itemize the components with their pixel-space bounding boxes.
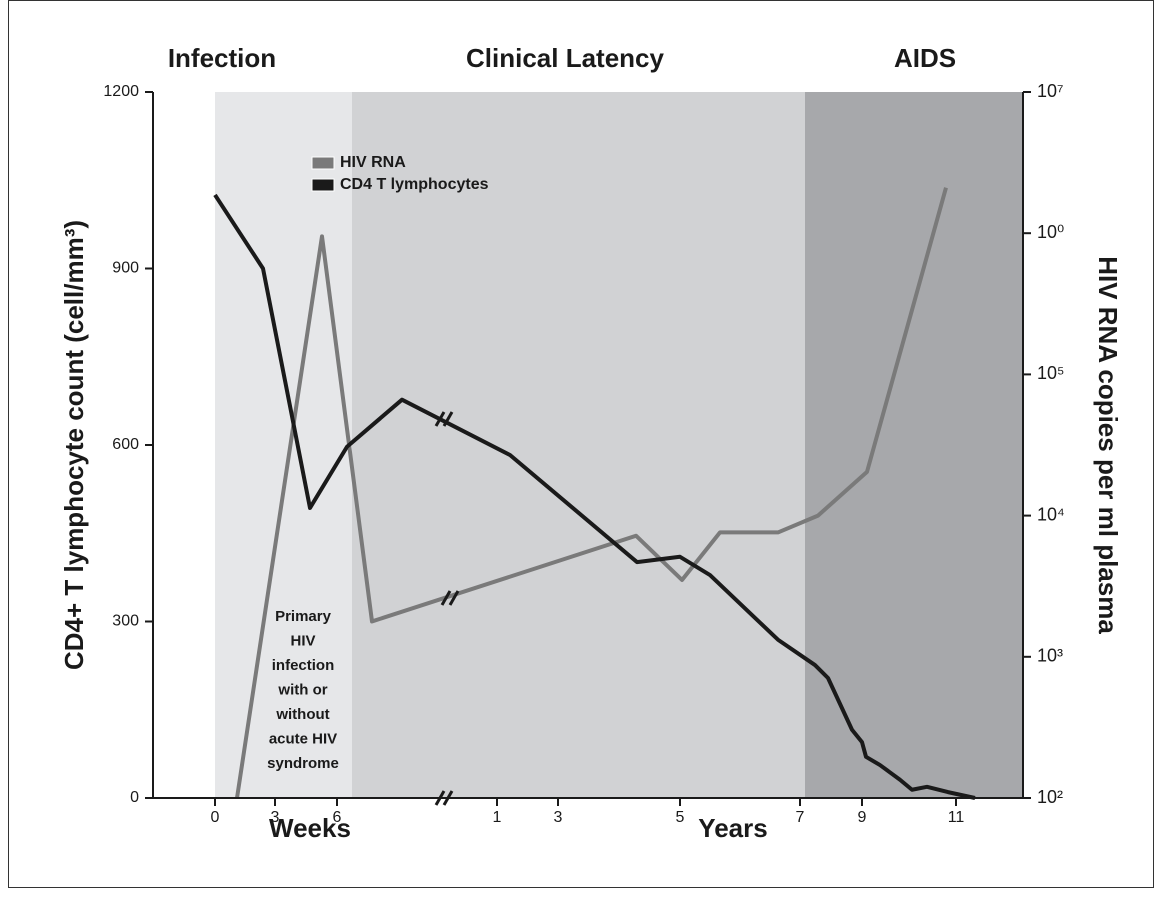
annotation: infection: [272, 657, 335, 674]
y2-tick-label: 10⁴: [1037, 504, 1065, 524]
y2-tick-label: 10⁰: [1037, 222, 1064, 242]
infection-band: [215, 92, 352, 798]
y-axis-label: CD4+ T lymphocyte count (cell/mm³): [59, 220, 89, 670]
annotation: HIV: [290, 632, 315, 649]
x-tick-label: 0: [211, 809, 220, 826]
x-tick-label: 7: [796, 809, 805, 826]
y-tick-label: 1200: [103, 83, 139, 100]
x-tick-label: 1: [493, 809, 502, 826]
legend-label: HIV RNA: [340, 154, 406, 171]
y-tick-label: 900: [112, 260, 139, 277]
x-axis-label: Weeks: [269, 813, 351, 843]
x-axis-label: Years: [698, 813, 767, 843]
latency-band: [352, 92, 805, 798]
legend-label: CD4 T lymphocytes: [340, 176, 489, 193]
phase-label: AIDS: [894, 43, 956, 73]
annotation: syndrome: [267, 755, 339, 772]
x-tick-label: 9: [858, 809, 867, 826]
y2-tick-label: 10²: [1037, 787, 1063, 807]
annotation: with or: [277, 681, 327, 698]
series-line: [213, 193, 976, 800]
x-tick-label: 3: [554, 809, 563, 826]
y2-axis-label: HIV RNA copies per ml plasma: [1093, 256, 1123, 634]
legend-swatch: [311, 156, 335, 170]
y2-tick-label: 10⁷: [1037, 81, 1064, 101]
x-tick-label: 6: [333, 809, 342, 826]
phase-label: Clinical Latency: [466, 43, 664, 73]
y-tick-label: 300: [112, 613, 139, 630]
x-tick-label: 11: [948, 809, 965, 826]
y-tick-label: 0: [130, 789, 139, 806]
phase-label: Infection: [168, 43, 276, 73]
y-tick-label: 600: [112, 436, 139, 453]
x-tick-label: 3: [271, 809, 280, 826]
annotation: acute HIV: [269, 730, 337, 747]
series-line: [235, 187, 948, 799]
annotation: Primary: [275, 608, 332, 625]
y2-tick-label: 10⁵: [1037, 363, 1064, 383]
x-tick-label: 5: [676, 809, 685, 826]
legend-swatch: [311, 178, 335, 192]
annotation: without: [275, 706, 329, 723]
y2-tick-label: 10³: [1037, 646, 1063, 666]
aids-band: [805, 92, 1023, 798]
